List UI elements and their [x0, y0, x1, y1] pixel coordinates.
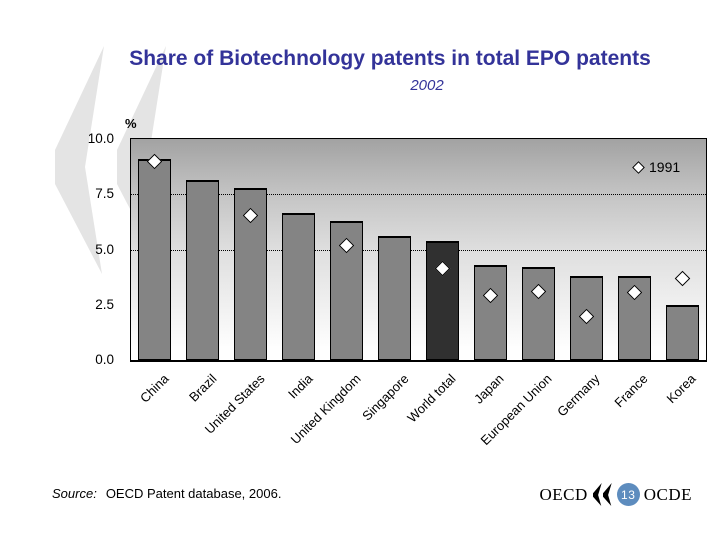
- y-axis-tick-label: 0.0: [95, 352, 114, 367]
- gridline-7.5: [131, 194, 706, 196]
- y-axis-tick-label: 7.5: [95, 186, 114, 202]
- page-subtitle: 2002: [410, 77, 444, 94]
- bar-china: [138, 158, 172, 360]
- oecd-logo-text-right: OCDE: [643, 484, 692, 504]
- bar-india: [282, 213, 316, 360]
- chevron-left-icon: [602, 483, 612, 506]
- bar-singapore: [378, 236, 412, 360]
- page-title: Share of Biotechnology patents in total …: [129, 47, 651, 70]
- bar-world-total: [425, 240, 459, 360]
- plot-area: 1991: [130, 138, 707, 362]
- y-axis-unit-label: %: [125, 116, 137, 131]
- legend-1991: 1991: [632, 159, 681, 175]
- x-axis-label-korea: Korea: [663, 371, 699, 407]
- y-axis-tick-label: 10.0: [87, 131, 114, 146]
- page-number-badge: 13: [616, 483, 640, 506]
- chevron-left-icon: [592, 483, 602, 506]
- oecd-chevrons-icon: [592, 483, 612, 506]
- y-axis-tick-label: 2.5: [95, 296, 114, 312]
- marker-1991-korea: [674, 270, 690, 286]
- oecd-logo-text-left: OECD: [539, 484, 588, 504]
- oecd-logo: OECD 13 OCDE: [539, 483, 692, 506]
- bar-korea: [665, 304, 699, 360]
- y-axis-tick-label: 5.0: [95, 241, 114, 257]
- bar-japan: [473, 264, 507, 360]
- diamond-icon: [632, 160, 645, 174]
- bar-european-union: [521, 267, 555, 360]
- source-note: Source: OECD Patent database, 2006.: [52, 486, 281, 501]
- source-label: Source:: [52, 486, 97, 501]
- legend-label: 1991: [649, 159, 681, 175]
- bar-brazil: [186, 179, 220, 360]
- source-text: OECD Patent database, 2006.: [105, 486, 282, 501]
- gridline-5: [131, 249, 706, 251]
